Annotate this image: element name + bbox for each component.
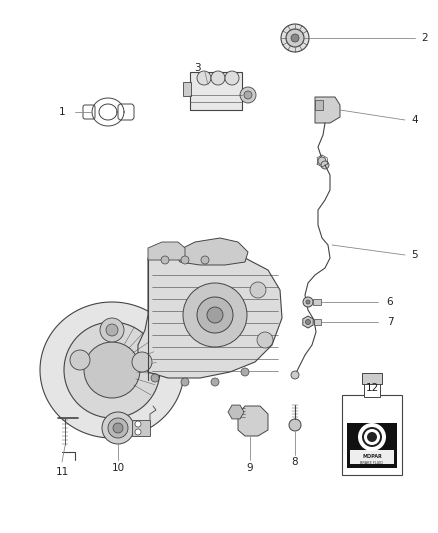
- Circle shape: [132, 352, 152, 372]
- Circle shape: [207, 307, 223, 323]
- Polygon shape: [315, 97, 340, 123]
- Bar: [350, 450, 394, 464]
- Bar: [342, 395, 402, 475]
- Circle shape: [291, 371, 299, 379]
- Text: 12: 12: [365, 383, 378, 393]
- Circle shape: [240, 87, 256, 103]
- Circle shape: [211, 71, 225, 85]
- Circle shape: [306, 300, 310, 304]
- Circle shape: [225, 71, 239, 85]
- Circle shape: [64, 322, 160, 418]
- Text: BRAKE FLUID: BRAKE FLUID: [360, 461, 384, 465]
- Circle shape: [108, 418, 128, 438]
- Text: 3: 3: [194, 63, 200, 73]
- Text: 10: 10: [111, 463, 124, 473]
- Text: 7: 7: [387, 317, 393, 327]
- Text: MOPAR: MOPAR: [362, 455, 382, 459]
- Circle shape: [102, 412, 134, 444]
- Circle shape: [181, 378, 189, 386]
- Circle shape: [135, 429, 141, 435]
- Circle shape: [70, 350, 90, 370]
- Bar: [315, 100, 323, 110]
- Circle shape: [201, 256, 209, 264]
- Circle shape: [106, 324, 118, 336]
- Circle shape: [364, 429, 380, 445]
- Bar: [190, 72, 242, 110]
- Polygon shape: [228, 405, 244, 419]
- Circle shape: [367, 432, 377, 442]
- Circle shape: [161, 256, 169, 264]
- Text: 4: 4: [412, 115, 418, 125]
- Circle shape: [181, 256, 189, 264]
- Text: 9: 9: [247, 463, 253, 473]
- Bar: [314, 319, 321, 325]
- Text: 5: 5: [412, 250, 418, 260]
- Polygon shape: [40, 302, 184, 438]
- Circle shape: [197, 297, 233, 333]
- Text: 6: 6: [387, 297, 393, 307]
- Circle shape: [281, 24, 309, 52]
- Circle shape: [286, 29, 304, 47]
- Polygon shape: [303, 316, 313, 328]
- Text: 11: 11: [55, 467, 69, 477]
- Circle shape: [211, 378, 219, 386]
- Polygon shape: [238, 406, 268, 436]
- Circle shape: [291, 34, 299, 42]
- Bar: [362, 373, 382, 384]
- Circle shape: [84, 342, 140, 398]
- Bar: [183, 82, 191, 96]
- Circle shape: [362, 427, 382, 447]
- Bar: [347, 423, 397, 468]
- Circle shape: [244, 91, 252, 99]
- Circle shape: [151, 374, 159, 382]
- Circle shape: [318, 157, 326, 165]
- Circle shape: [197, 71, 211, 85]
- Circle shape: [305, 319, 311, 325]
- Polygon shape: [138, 252, 282, 378]
- Circle shape: [303, 297, 313, 307]
- Circle shape: [257, 332, 273, 348]
- Text: 1: 1: [59, 107, 65, 117]
- Circle shape: [100, 318, 124, 342]
- Bar: [364, 383, 380, 397]
- Polygon shape: [175, 238, 248, 265]
- Text: 2: 2: [422, 33, 428, 43]
- Bar: [132, 420, 150, 436]
- Circle shape: [135, 421, 141, 427]
- Circle shape: [321, 161, 329, 169]
- Circle shape: [241, 368, 249, 376]
- Circle shape: [183, 283, 247, 347]
- Circle shape: [250, 282, 266, 298]
- Polygon shape: [148, 242, 185, 260]
- Circle shape: [289, 419, 301, 431]
- Circle shape: [358, 423, 386, 451]
- Circle shape: [113, 423, 123, 433]
- Text: 8: 8: [292, 457, 298, 467]
- Bar: [313, 299, 321, 305]
